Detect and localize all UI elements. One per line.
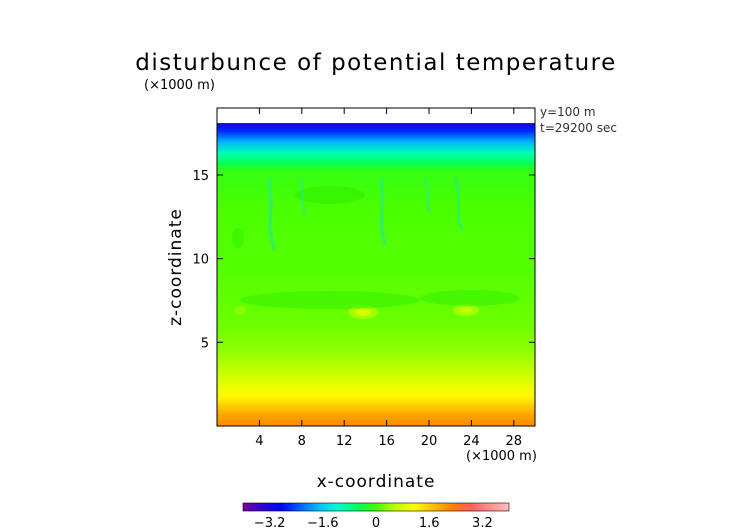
heatmap-field xyxy=(217,123,535,426)
colorbar-tick-label: 0 xyxy=(372,516,380,531)
x-unit-label: (×1000 m) xyxy=(466,449,537,464)
x-axis-label: x-coordinate xyxy=(317,472,436,492)
plume xyxy=(453,177,464,231)
colorbar-strip xyxy=(242,502,510,512)
warm-anomaly xyxy=(234,306,246,314)
annotation-y-position: y=100 m xyxy=(540,105,596,119)
x-tick-label: 12 xyxy=(336,434,353,449)
plot-frame xyxy=(216,107,536,427)
warm-anomaly-core xyxy=(355,308,371,316)
x-tick-label: 28 xyxy=(506,434,523,449)
cool-band xyxy=(240,291,420,309)
plot-area: 4 8 12 16 20 24 28 5 10 15 xyxy=(192,107,536,449)
plume xyxy=(423,177,432,213)
x-tick-label: 24 xyxy=(463,434,480,449)
cool-blob xyxy=(232,228,244,248)
plume xyxy=(378,177,387,246)
x-tick-label: 20 xyxy=(421,434,438,449)
anomaly-features xyxy=(232,177,520,319)
chart-title: disturbunce of potential temperature xyxy=(135,50,617,76)
x-axis-ticks: 4 8 12 16 20 24 28 xyxy=(255,108,522,449)
cool-band xyxy=(420,290,520,306)
x-tick-label: 16 xyxy=(378,434,395,449)
colorbar-tick-label: −1.6 xyxy=(307,516,339,531)
colorbar-tick-label: 1.6 xyxy=(419,516,440,531)
y-unit-label: (×1000 m) xyxy=(144,78,215,93)
x-tick-label: 8 xyxy=(298,434,306,449)
cool-blob xyxy=(295,186,365,204)
y-tick-label: 15 xyxy=(192,169,209,184)
y-tick-label: 10 xyxy=(192,253,209,268)
y-axis-label: z-coordinate xyxy=(166,208,186,326)
plume xyxy=(298,177,308,216)
colorbar: −3.2 −1.6 0 1.6 3.2 xyxy=(242,502,510,531)
colorbar-tick-label: −3.2 xyxy=(254,516,286,531)
x-tick-label: 4 xyxy=(255,434,263,449)
plume xyxy=(266,177,277,251)
colorbar-ticks: −3.2 −1.6 0 1.6 3.2 xyxy=(254,516,493,531)
y-axis-ticks: 5 10 15 xyxy=(192,169,535,351)
y-tick-label: 5 xyxy=(201,336,209,351)
annotation-time: t=29200 sec xyxy=(540,121,617,135)
colorbar-tick-label: 3.2 xyxy=(472,516,493,531)
warm-anomaly-core xyxy=(460,307,472,313)
